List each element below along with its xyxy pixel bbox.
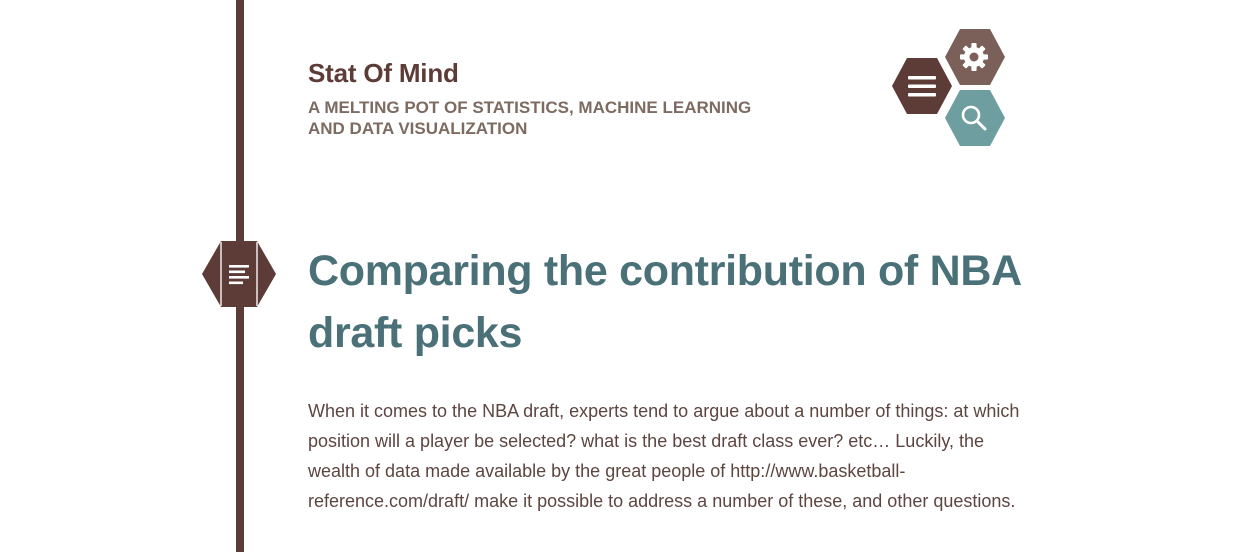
menu-button[interactable] <box>891 57 953 115</box>
site-title[interactable]: Stat Of Mind <box>308 58 459 88</box>
gear-icon <box>945 29 1005 85</box>
search-icon <box>945 90 1005 146</box>
site-tagline: A MELTING POT OF STATISTICS, MACHINE LEA… <box>308 98 752 138</box>
hamburger-menu-icon <box>892 58 952 114</box>
post-format-badge <box>201 240 277 313</box>
post-title[interactable]: Comparing the contribution of NBA draft … <box>308 247 1021 357</box>
settings-button[interactable] <box>944 28 1006 86</box>
post-body: When it comes to the NBA draft, experts … <box>308 401 1020 511</box>
text-lines-icon <box>202 241 276 307</box>
search-button[interactable] <box>944 89 1006 147</box>
